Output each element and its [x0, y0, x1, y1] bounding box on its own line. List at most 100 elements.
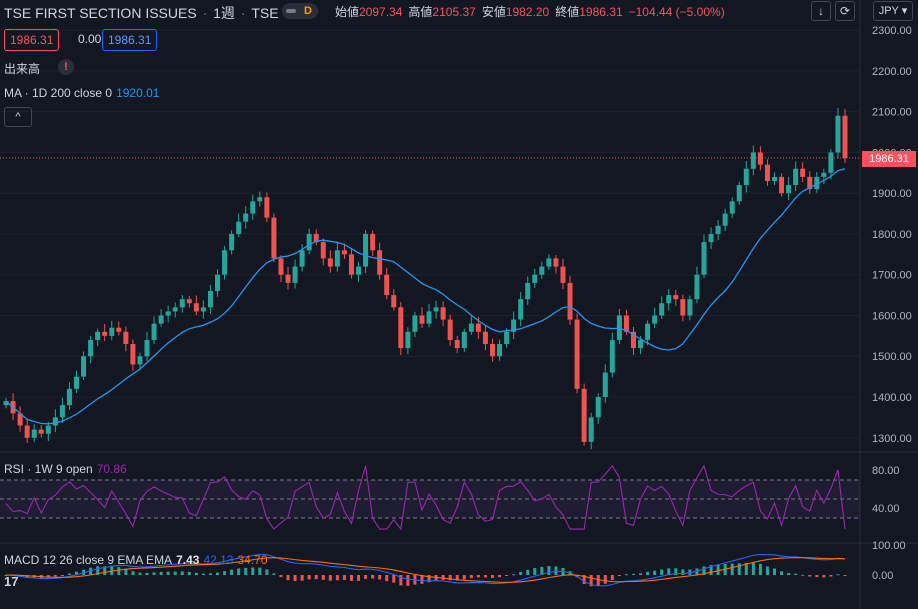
- macd-histogram-bar: [349, 575, 353, 581]
- candle-body: [207, 291, 213, 308]
- candle-body: [3, 401, 9, 406]
- candle-body: [52, 417, 58, 426]
- macd-histogram-bar: [237, 568, 241, 575]
- candle-body: [482, 331, 488, 345]
- candle-body: [137, 356, 143, 365]
- macd-histogram-bar: [490, 575, 494, 578]
- macd-histogram-bar: [180, 571, 184, 575]
- ma-legend[interactable]: MA · 1D 200 close 0 1920.01: [4, 86, 159, 100]
- ohlc-key: 高値: [408, 5, 433, 19]
- macd-histogram-bar: [67, 573, 71, 575]
- macd-histogram-bar: [201, 573, 205, 575]
- candle-body: [581, 388, 587, 442]
- macd-histogram-bar: [512, 574, 516, 576]
- macd-histogram-bar: [159, 571, 163, 575]
- macd-histogram-bar: [737, 563, 741, 575]
- price-tick: 1300.00: [872, 433, 912, 445]
- macd-histogram-bar: [25, 575, 29, 578]
- candle-body: [736, 185, 742, 202]
- candle-body: [680, 299, 686, 316]
- candle-body: [447, 319, 453, 340]
- ma-label: MA · 1D 200 close 0: [4, 86, 113, 100]
- candle-body: [630, 331, 636, 349]
- macd-histogram-bar: [469, 575, 473, 579]
- macd-histogram-bar: [300, 575, 304, 581]
- candle-body: [243, 213, 249, 222]
- candle-body: [313, 233, 319, 243]
- candle-body: [504, 331, 510, 345]
- hist-value: 34.70: [237, 553, 268, 567]
- collapse-legend-button[interactable]: ^: [4, 107, 32, 127]
- macd-histogram-bar: [124, 568, 128, 575]
- candle-body: [384, 274, 390, 296]
- macd-legend[interactable]: MACD 12 26 close 9 EMA EMA 7.43 42.13 34.70: [4, 553, 268, 567]
- ohlc-key: 始値: [335, 5, 360, 19]
- symbol-name[interactable]: TSE FIRST SECTION ISSUES: [4, 5, 197, 21]
- currency-select[interactable]: JPY ▾: [873, 1, 913, 21]
- warning-icon[interactable]: !: [58, 59, 74, 75]
- candle-body: [158, 315, 164, 324]
- macd-histogram-bar: [230, 569, 234, 575]
- sell-price-badge[interactable]: 1986.31: [4, 29, 60, 51]
- change-value: −104.44 (−5.00%): [628, 5, 725, 19]
- macd-histogram-bar: [272, 573, 276, 575]
- candle-body: [609, 339, 615, 373]
- candle-body: [687, 299, 693, 316]
- candle-body: [45, 425, 51, 434]
- macd-histogram-bar: [794, 573, 798, 575]
- macd-histogram-bar: [780, 571, 784, 575]
- candle-body: [95, 331, 101, 340]
- macd-histogram-bar: [758, 563, 762, 575]
- candle-body: [278, 258, 284, 275]
- symbol-title[interactable]: TSE FIRST SECTION ISSUES · 1週 · TSE: [4, 3, 279, 23]
- macd-histogram-bar: [526, 569, 530, 575]
- candle-body: [623, 315, 629, 332]
- macd-histogram-bar: [342, 575, 346, 581]
- candle-body: [532, 274, 538, 283]
- candle-body: [652, 315, 658, 324]
- candle-body: [229, 233, 235, 251]
- candle-body: [553, 258, 559, 267]
- interval-label[interactable]: 1週: [213, 5, 235, 21]
- candle-body: [66, 388, 72, 406]
- candle-body: [588, 417, 594, 442]
- candle-body: [715, 225, 721, 234]
- candle-body: [602, 372, 608, 398]
- macd-histogram-bar: [364, 575, 368, 579]
- candle-body: [645, 323, 651, 340]
- macd-histogram-bar: [399, 575, 403, 586]
- macd-histogram-bar: [265, 569, 269, 575]
- macd-histogram-bar: [251, 567, 255, 575]
- macd-line: [5, 553, 846, 587]
- macd-histogram-bar: [772, 568, 776, 575]
- tradingview-logo-icon[interactable]: 17: [4, 574, 19, 589]
- buy-price-badge[interactable]: 1986.31: [102, 29, 158, 51]
- macd-tick: 0.00: [872, 570, 893, 582]
- macd-histogram-bar: [46, 575, 50, 578]
- macd-histogram-bar: [223, 571, 227, 575]
- ohlc-value: 1986.31: [579, 5, 623, 19]
- candle-body: [729, 201, 735, 214]
- candle-body: [722, 213, 728, 226]
- refresh-icon[interactable]: ⟳: [835, 1, 855, 21]
- candle-body: [835, 115, 841, 153]
- candle-body: [468, 323, 474, 332]
- eye-icon: [286, 9, 296, 13]
- macd-histogram-bar: [89, 567, 93, 575]
- volume-label[interactable]: 出来高: [4, 62, 41, 76]
- macd-histogram-bar: [610, 575, 614, 581]
- visibility-toggle[interactable]: D: [282, 3, 318, 19]
- macd-histogram-bar: [258, 567, 262, 575]
- candle-body: [786, 185, 792, 194]
- macd-histogram-bar: [392, 575, 396, 583]
- candle-body: [419, 315, 425, 324]
- candle-body: [750, 152, 756, 169]
- macd-histogram-bar: [808, 575, 812, 577]
- macd-histogram-bar: [822, 575, 826, 578]
- rsi-legend[interactable]: RSI · 1W 9 open 70.86: [4, 462, 127, 476]
- macd-histogram-bar: [836, 574, 840, 576]
- macd-histogram-bar: [152, 572, 156, 575]
- arrow-down-icon[interactable]: ↓: [811, 1, 831, 21]
- macd-histogram-bar: [787, 573, 791, 575]
